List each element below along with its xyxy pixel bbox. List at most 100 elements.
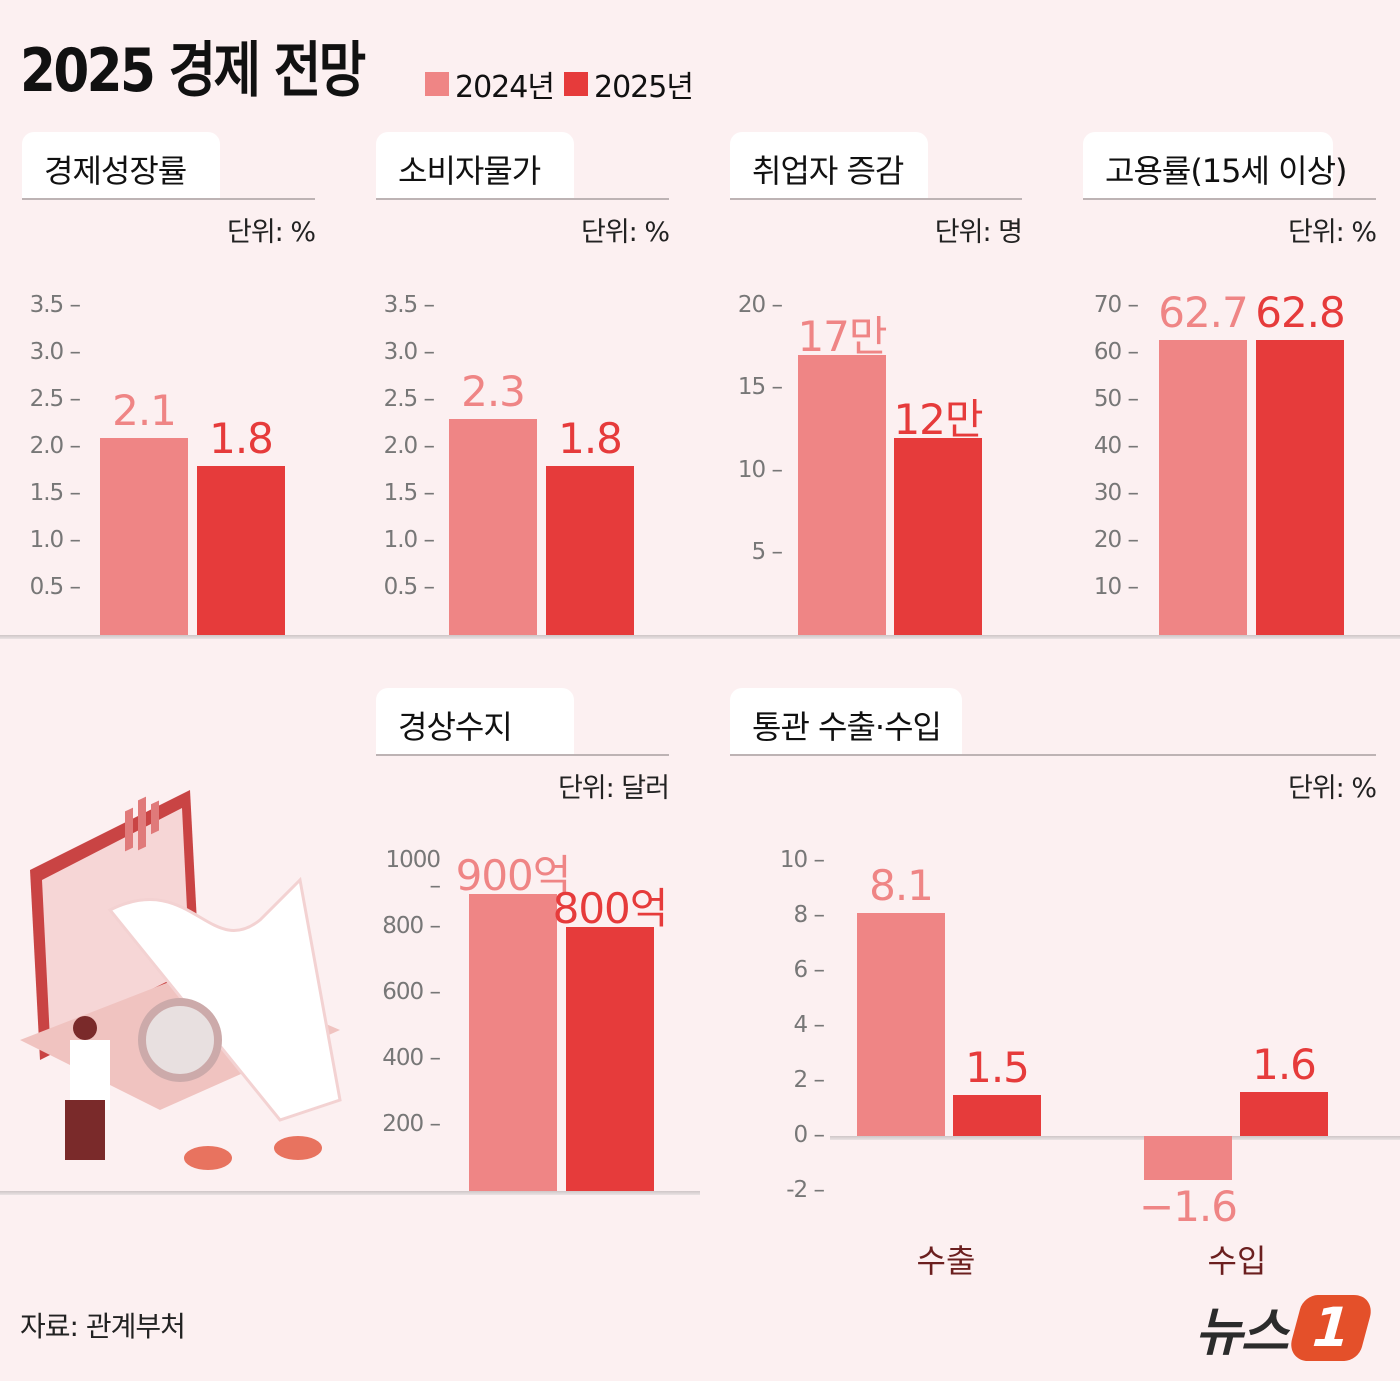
value-label: 62.7 (1158, 288, 1249, 338)
value-label: 1.8 (558, 413, 623, 463)
y-tick-label: 200 – (382, 1111, 441, 1137)
value-label: 1.5 (965, 1042, 1030, 1092)
unit-label: 단위: % (1287, 217, 1377, 248)
chart-title: 고용률(15세 이상) (1083, 132, 1348, 198)
y-tick-label: 0.5 – (29, 574, 81, 600)
y-tick-label: 1.0 – (383, 527, 435, 553)
y-tick-label: 3.5 – (29, 292, 81, 318)
y-tick-label: 2 – (793, 1067, 825, 1093)
y-tick-label: 2.0 – (29, 433, 81, 459)
y-tick-label: 2.5 – (383, 386, 435, 412)
value-label: 1.8 (209, 413, 274, 463)
y-tick-text: 1000 (385, 847, 441, 873)
y-tick-text: -2 (786, 1177, 808, 1203)
legend-2024: 2024년 (425, 62, 555, 106)
y-tick-text: 2.0 (29, 433, 65, 459)
chart-header-line (22, 198, 315, 200)
y-tick-label: 1.0 – (29, 527, 81, 553)
y-tick-text: 20 (737, 292, 766, 318)
y-tick-label: 10 – (737, 456, 783, 483)
legend-label: 2025년 (594, 70, 694, 105)
bar-2025년 (953, 1094, 1041, 1136)
legend-swatch-2025 (564, 72, 588, 96)
y-tick-label: 10 – (1093, 574, 1139, 600)
y-tick-label: 5 – (751, 538, 783, 565)
y-tick-label: 50 – (1093, 386, 1139, 412)
baseline (0, 1191, 700, 1195)
y-tick-label: 2.5 – (29, 386, 81, 412)
legend-2025: 2025년 (564, 62, 694, 106)
bar-2024년 (1159, 340, 1247, 635)
bar-2025년 (1240, 1092, 1328, 1136)
y-tick-text: 2 (793, 1067, 809, 1093)
illustration-laptop-analysis (20, 790, 342, 1170)
unit-label: 단위: 달러 (557, 773, 670, 804)
y-tick-label: 10 – (779, 847, 825, 873)
chart-title: 경제성장률 (22, 132, 220, 198)
value-label: 17만 (797, 312, 887, 362)
y-tick-text: 1.0 (29, 527, 65, 553)
y-tick-text: 0.5 (383, 574, 419, 600)
y-tick-label: 60 – (1093, 339, 1139, 365)
y-tick-label: 70 – (1093, 292, 1139, 318)
y-tick-text: 4 (793, 1012, 809, 1038)
y-tick-text: 2.5 (29, 386, 65, 412)
chart-header-line (730, 754, 1376, 756)
bar-2025년 (894, 437, 982, 635)
chart-title: 경상수지 (376, 688, 574, 754)
unit-label: 단위: % (1287, 773, 1377, 804)
chart-title: 통관 수출·수입 (730, 688, 962, 754)
y-tick-label: 0.5 – (383, 574, 435, 600)
value-label: −1.6 (1139, 1182, 1238, 1231)
y-tick-label: 3.0 – (383, 339, 435, 365)
y-tick-label: 1.5 – (383, 480, 435, 506)
value-label: 1.6 (1252, 1040, 1317, 1089)
y-tick-label: 600 – (382, 979, 441, 1005)
value-label: 900억 (455, 851, 572, 900)
y-tick-text: 10 (737, 456, 766, 483)
y-tick-text: 10 (779, 847, 808, 873)
y-tick-label: -2 – (786, 1177, 825, 1203)
y-tick-text: 0 (793, 1122, 809, 1148)
page-title: 2025 경제 전망 (20, 36, 366, 106)
y-tick-label: 40 – (1093, 433, 1139, 459)
chart-header-line (376, 754, 669, 756)
baseline (0, 635, 1400, 639)
legend-swatch-2024 (425, 72, 449, 96)
y-tick-label: 4 – (793, 1012, 825, 1038)
chart-header-line (1083, 198, 1376, 200)
y-tick-label: 0 – (793, 1122, 825, 1148)
y-tick-label: 20 – (1093, 527, 1139, 553)
y-tick-text: 1.0 (383, 527, 419, 553)
bar-2024년 (100, 437, 188, 635)
y-tick-text: 50 (1093, 386, 1122, 412)
value-label: 62.8 (1255, 287, 1346, 337)
chart-header-line (376, 198, 669, 200)
category-label: 수출 (916, 1242, 976, 1280)
y-tick-label: 20 – (737, 292, 783, 318)
y-tick-label: 6 – (793, 957, 825, 983)
y-tick-text: 20 (1093, 527, 1122, 553)
y-tick-text: 600 (382, 979, 424, 1005)
y-tick-text: 2.0 (383, 433, 419, 459)
y-tick-label: 3.0 – (29, 339, 81, 365)
y-tick-text: 5 (751, 538, 767, 565)
y-tick-label: 3.5 – (383, 292, 435, 318)
bar-2025년 (197, 465, 285, 635)
bar-2024년 (857, 913, 945, 1136)
value-label: 12만 (893, 394, 983, 444)
y-tick-label: 1.5 – (29, 480, 81, 506)
y-tick-text: 70 (1093, 292, 1122, 318)
chart-title: 소비자물가 (376, 132, 574, 198)
y-tick-text: 0.5 (29, 574, 65, 600)
legend-label: 2024년 (455, 70, 555, 105)
y-tick-label: 2.0 – (383, 433, 435, 459)
y-tick-text: 40 (1093, 433, 1122, 459)
bar-2025년 (546, 465, 634, 635)
unit-label: 단위: 명 (934, 217, 1023, 248)
y-tick-label: 15 – (737, 374, 783, 401)
y-tick-label: 1000 – (385, 847, 441, 899)
y-tick-label: 8 – (793, 902, 825, 928)
value-label: 2.3 (461, 366, 526, 416)
